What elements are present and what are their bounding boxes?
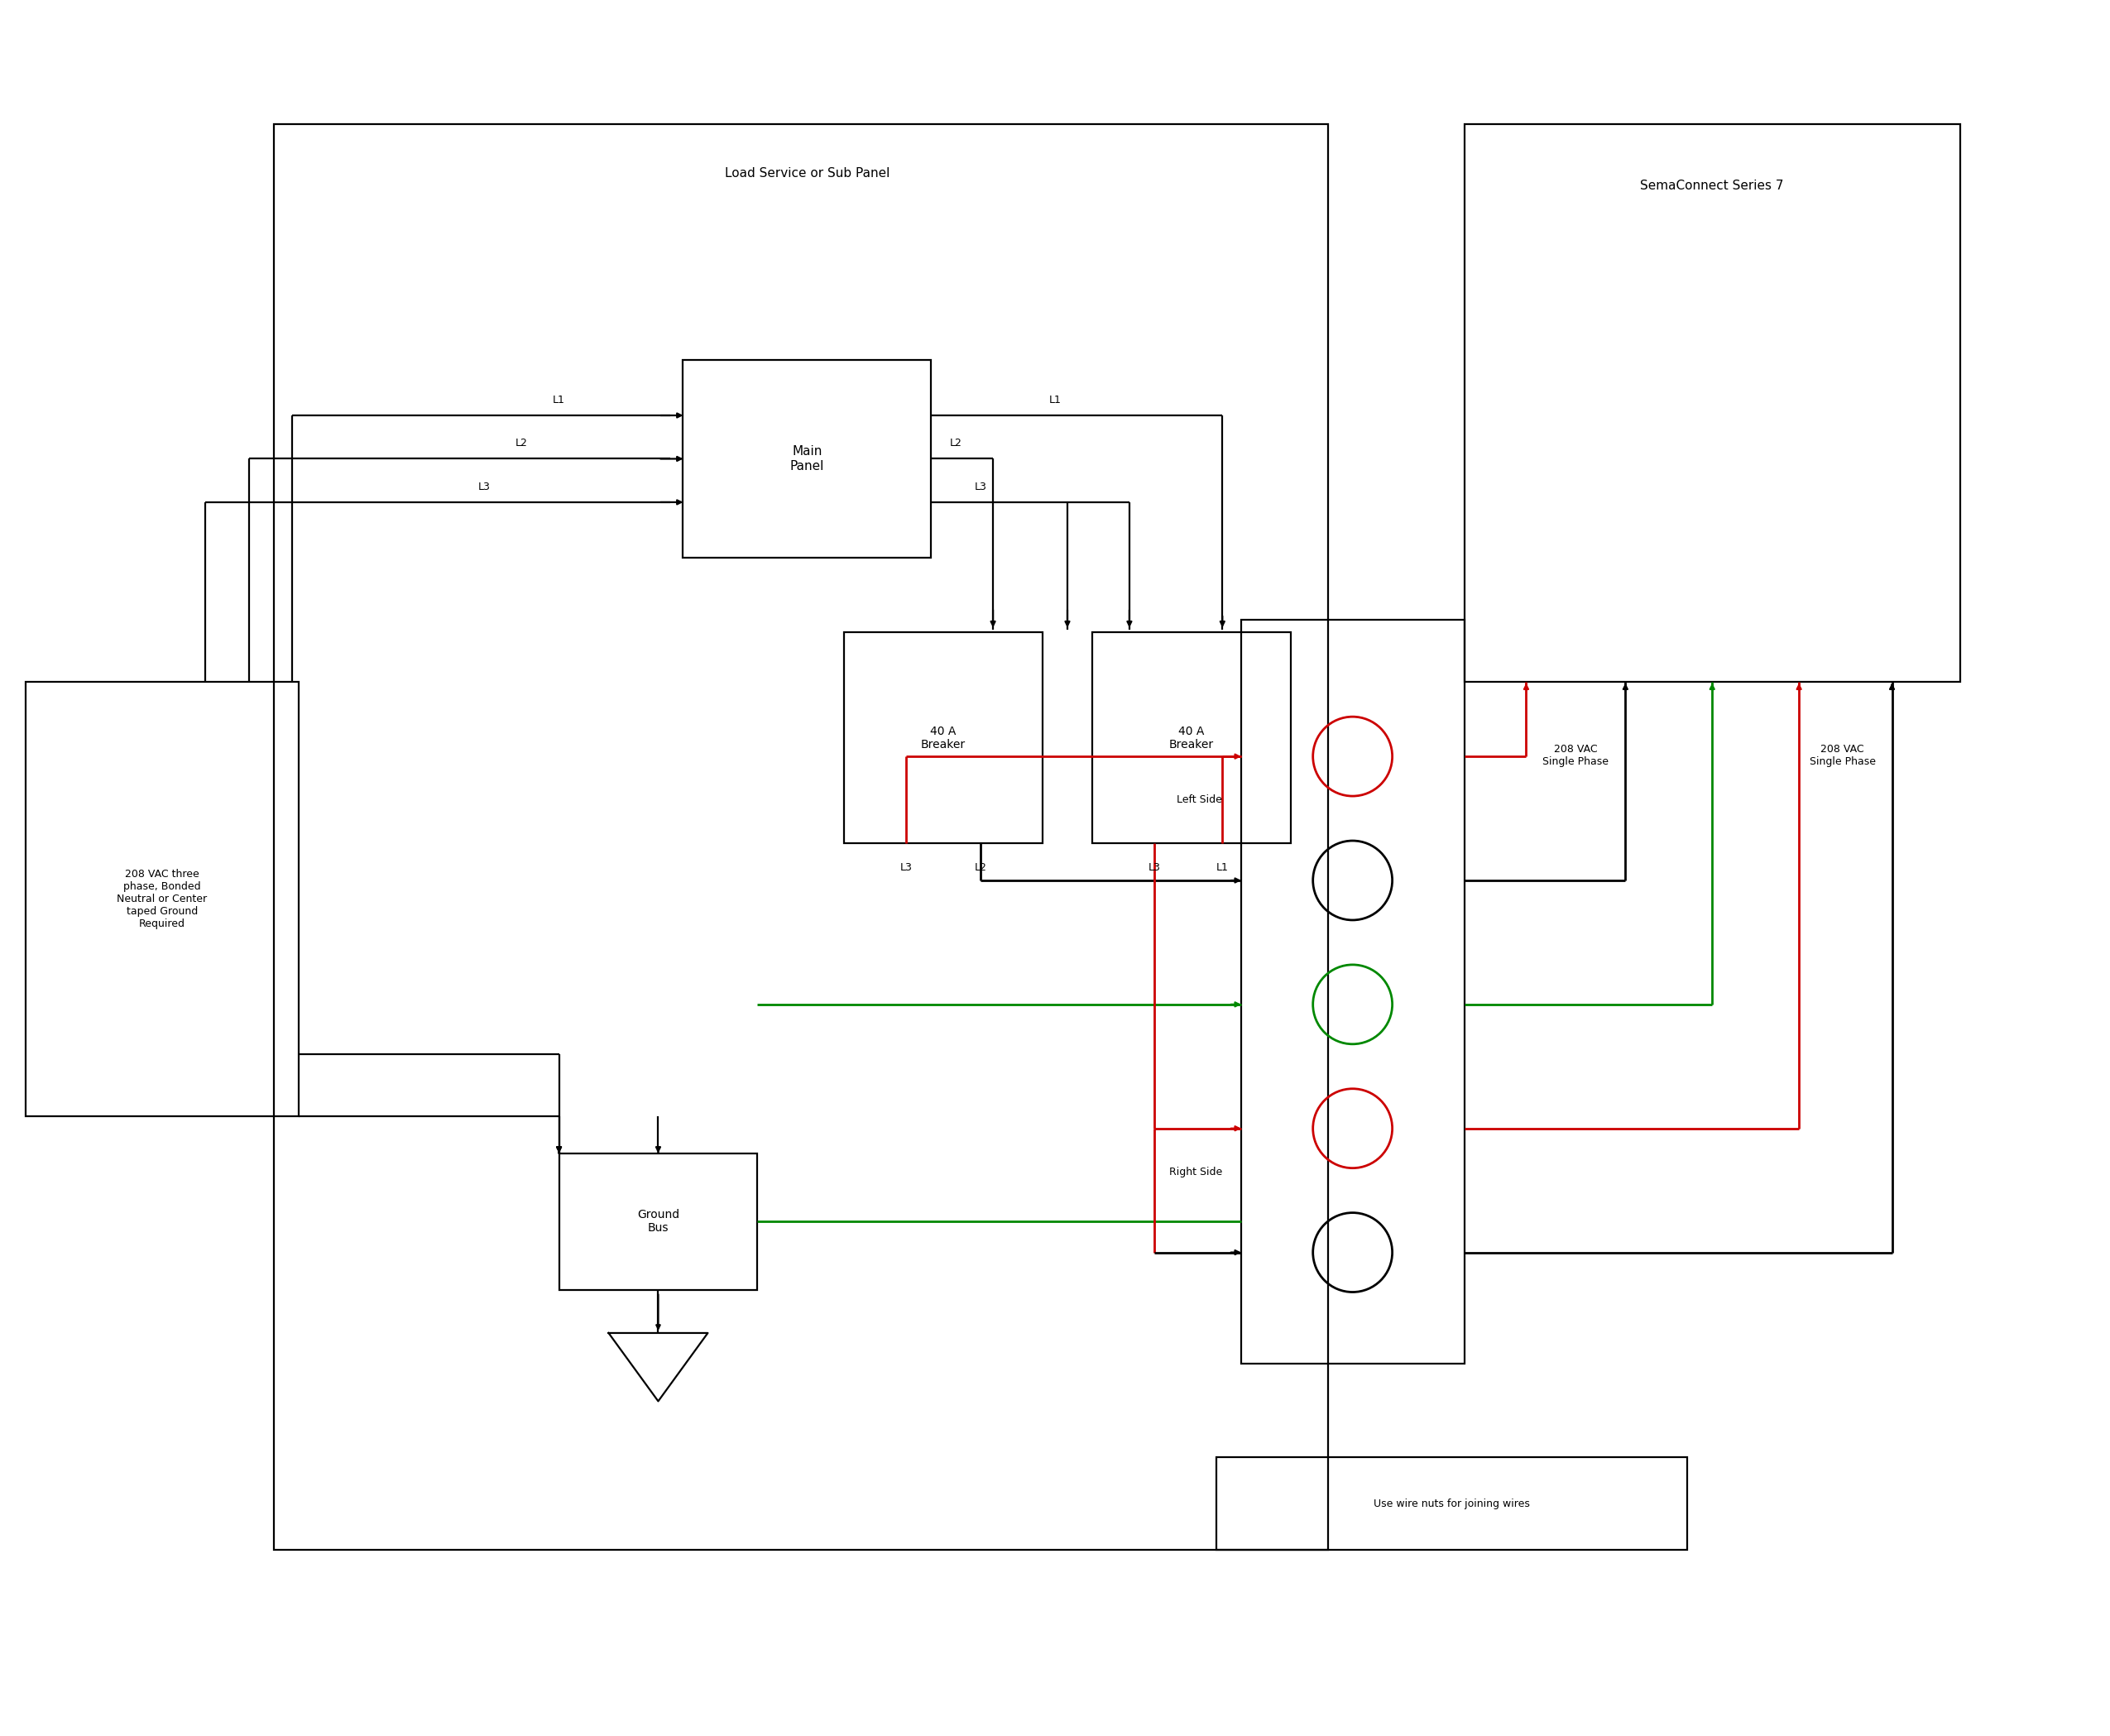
Text: 40 A
Breaker: 40 A Breaker [920,726,966,750]
Text: 208 VAC
Single Phase: 208 VAC Single Phase [1808,745,1876,767]
Text: 208 VAC three
phase, Bonded
Neutral or Center
taped Ground
Required: 208 VAC three phase, Bonded Neutral or C… [116,868,207,929]
Text: L2: L2 [515,437,528,450]
Bar [844,632,1042,844]
Text: L1: L1 [1215,861,1228,873]
Bar [1093,632,1291,844]
Bar [1215,1457,1688,1550]
Text: L2: L2 [949,437,962,450]
Text: L2: L2 [975,861,987,873]
Text: L1: L1 [553,394,565,406]
Text: L1: L1 [1049,394,1061,406]
Text: Right Side: Right Side [1169,1167,1222,1177]
Bar [1241,620,1464,1364]
Text: SemaConnect Series 7: SemaConnect Series 7 [1639,181,1783,193]
Text: Left Side: Left Side [1177,795,1222,806]
Text: Load Service or Sub Panel: Load Service or Sub Panel [724,167,890,181]
Bar [559,1153,757,1290]
Bar [274,123,1327,1550]
Text: Ground
Bus: Ground Bus [637,1208,679,1234]
Text: L3: L3 [975,481,987,493]
Text: L3: L3 [901,861,912,873]
Text: 208 VAC
Single Phase: 208 VAC Single Phase [1542,745,1610,767]
Text: Main
Panel: Main Panel [789,446,825,472]
Text: Use wire nuts for joining wires: Use wire nuts for joining wires [1374,1498,1530,1509]
Text: L3: L3 [479,481,492,493]
Text: 40 A
Breaker: 40 A Breaker [1169,726,1213,750]
Bar [25,682,300,1116]
Bar [684,359,931,557]
Bar [1464,123,1960,682]
Text: L3: L3 [1148,861,1160,873]
